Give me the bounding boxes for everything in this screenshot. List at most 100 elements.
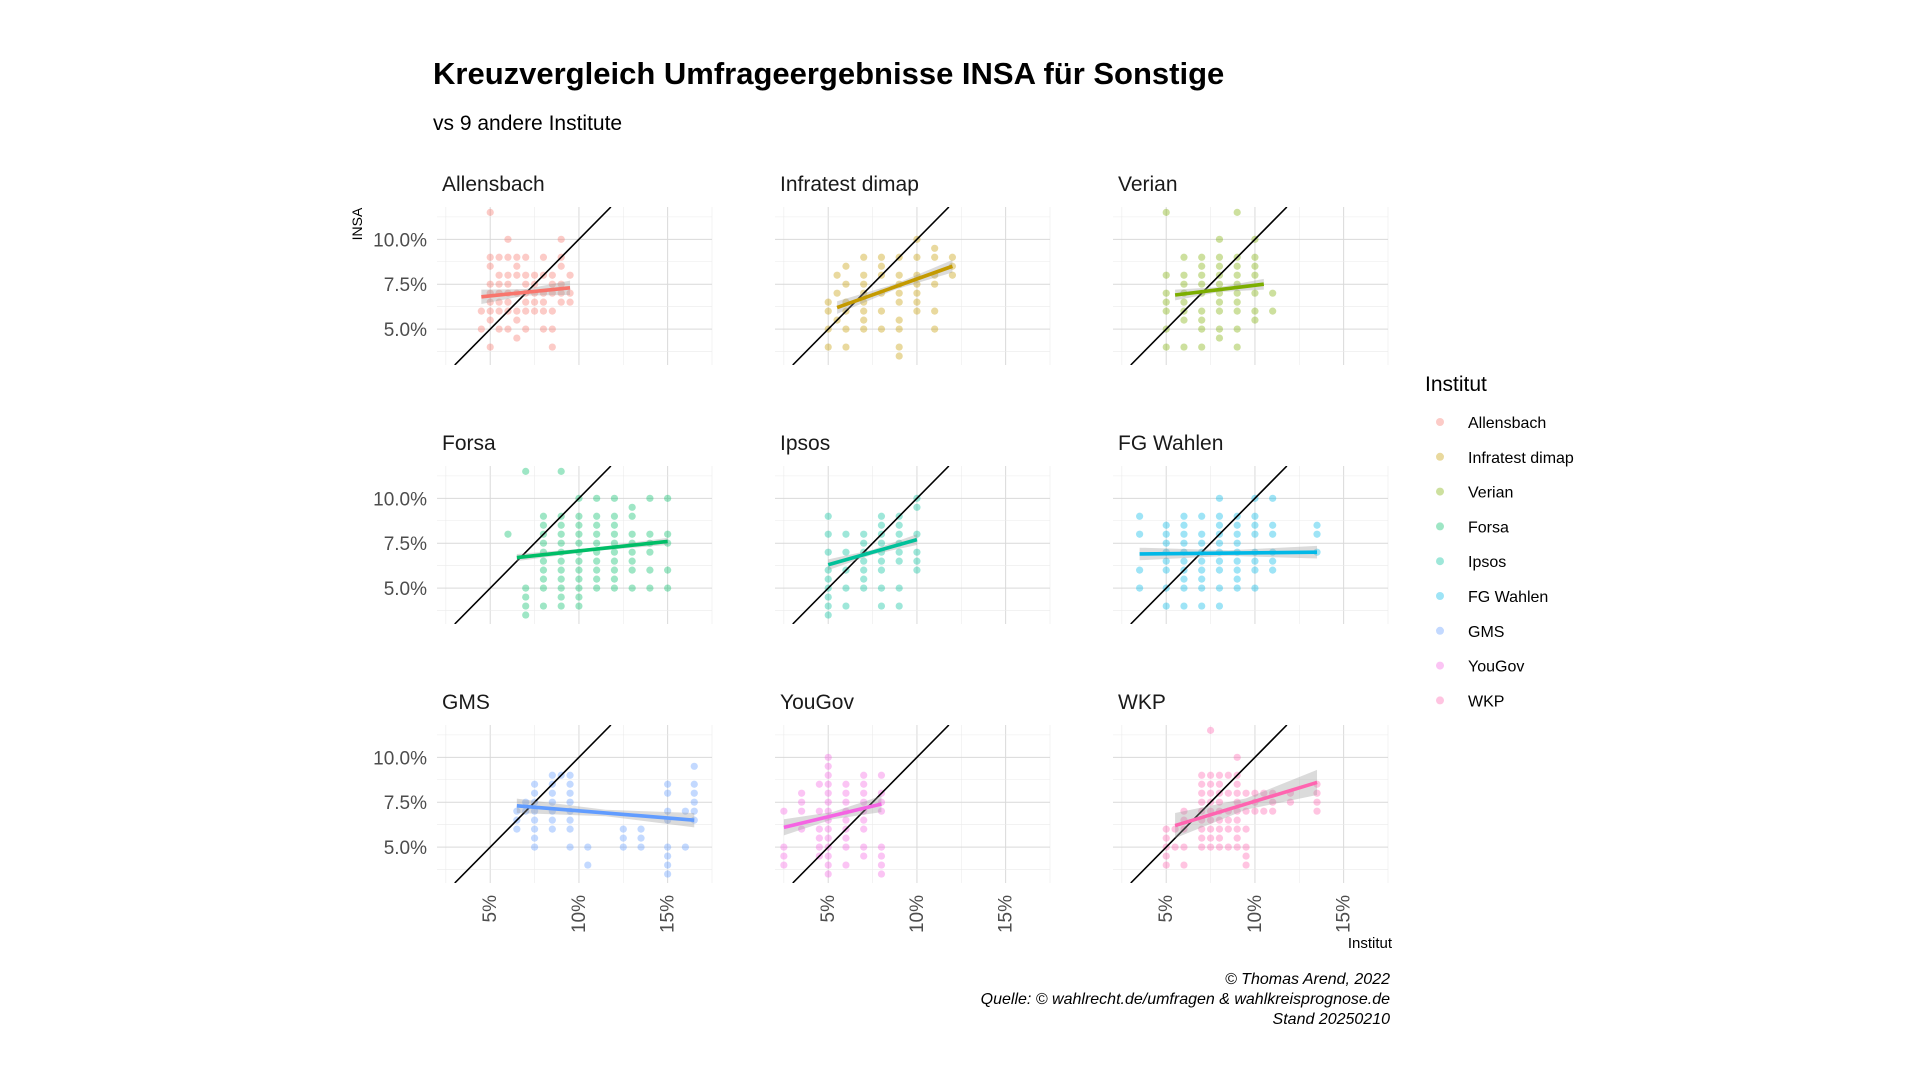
panel-title: WKP <box>1118 691 1166 714</box>
data-point <box>833 271 841 279</box>
data-point <box>1260 789 1268 797</box>
data-point <box>1269 807 1277 815</box>
data-point <box>557 298 565 306</box>
data-point <box>913 280 921 288</box>
data-point <box>530 271 539 279</box>
data-point <box>1233 262 1241 270</box>
data-point <box>1180 343 1188 351</box>
data-point <box>513 825 521 833</box>
reference-line <box>792 725 950 883</box>
data-point <box>948 271 957 279</box>
data-point <box>1242 861 1250 869</box>
data-point <box>931 307 939 315</box>
data-point <box>824 512 832 520</box>
data-point <box>931 244 939 252</box>
data-point <box>1198 316 1206 324</box>
data-point <box>593 575 601 583</box>
data-point <box>575 566 583 574</box>
reference-line <box>1130 466 1288 624</box>
data-point <box>513 262 521 270</box>
data-point <box>1136 584 1144 592</box>
data-point <box>1269 521 1277 529</box>
data-point <box>575 539 583 547</box>
data-point <box>1162 852 1170 860</box>
data-point <box>646 566 654 574</box>
panel-plot <box>1130 466 1321 624</box>
data-point <box>681 807 689 815</box>
data-point <box>1180 298 1188 306</box>
credit-date: Stand 20250210 <box>1273 1011 1391 1028</box>
data-point <box>1162 861 1170 869</box>
data-point <box>1242 789 1250 797</box>
data-point <box>584 843 592 851</box>
data-point <box>646 530 654 538</box>
data-point <box>1215 307 1224 315</box>
data-point <box>1233 798 1241 806</box>
data-point <box>664 494 672 502</box>
data-point <box>877 557 886 565</box>
data-point <box>504 530 512 538</box>
legend-item-gms: GMS <box>1436 624 1504 641</box>
panel-wkp: WKP <box>1113 691 1389 883</box>
data-point <box>637 843 645 851</box>
data-point <box>895 584 903 592</box>
legend-item-wkp: WKP <box>1436 693 1504 710</box>
x-tick-label: 10% <box>569 895 590 933</box>
legend-title: Institut <box>1425 373 1487 396</box>
data-point <box>548 325 556 333</box>
data-point <box>593 539 601 547</box>
data-point <box>1180 530 1188 538</box>
panel-allensbach: Allensbach 5.0% 7.5% 10.0% <box>373 173 713 365</box>
data-point <box>824 530 832 538</box>
data-point <box>877 566 886 574</box>
data-point <box>895 602 903 610</box>
data-point <box>1215 843 1224 851</box>
data-point <box>1215 771 1224 779</box>
data-point <box>530 807 539 815</box>
data-point <box>1224 789 1232 797</box>
data-point <box>1198 557 1206 565</box>
data-point <box>1180 280 1188 288</box>
trend-line <box>1174 780 1318 828</box>
data-point <box>1233 289 1241 297</box>
data-point <box>948 253 957 261</box>
data-point <box>1198 343 1206 351</box>
data-point <box>1198 780 1206 788</box>
data-point <box>1233 343 1241 351</box>
data-point <box>495 307 503 315</box>
data-point <box>860 325 868 333</box>
data-point <box>486 208 494 216</box>
data-point <box>610 521 619 529</box>
data-point <box>522 325 530 333</box>
data-point <box>842 343 850 351</box>
data-point <box>1215 798 1224 806</box>
data-point <box>593 494 601 502</box>
reference-line <box>1130 725 1288 883</box>
x-axis-label: Institut <box>1348 935 1393 952</box>
legend-label: Ipsos <box>1468 554 1506 571</box>
panel-grid <box>437 207 713 365</box>
data-point <box>798 789 806 797</box>
trend-line <box>836 264 954 310</box>
data-point <box>1233 816 1241 824</box>
data-point <box>860 816 868 824</box>
panel-title: Infratest dimap <box>780 173 919 196</box>
data-point <box>1313 798 1321 806</box>
data-point <box>628 548 636 556</box>
data-point <box>842 816 850 824</box>
data-point <box>539 512 548 520</box>
data-point <box>1224 771 1232 779</box>
data-point <box>539 325 548 333</box>
data-point <box>1180 602 1188 610</box>
data-point <box>824 762 832 770</box>
data-point <box>824 870 832 878</box>
data-point <box>593 521 601 529</box>
y-tick-label: 7.5% <box>384 534 427 555</box>
data-point <box>557 575 565 583</box>
data-point <box>860 584 868 592</box>
data-point <box>690 807 698 815</box>
data-point <box>1313 789 1321 797</box>
data-point <box>1162 298 1170 306</box>
data-point <box>593 566 601 574</box>
data-point <box>860 825 868 833</box>
